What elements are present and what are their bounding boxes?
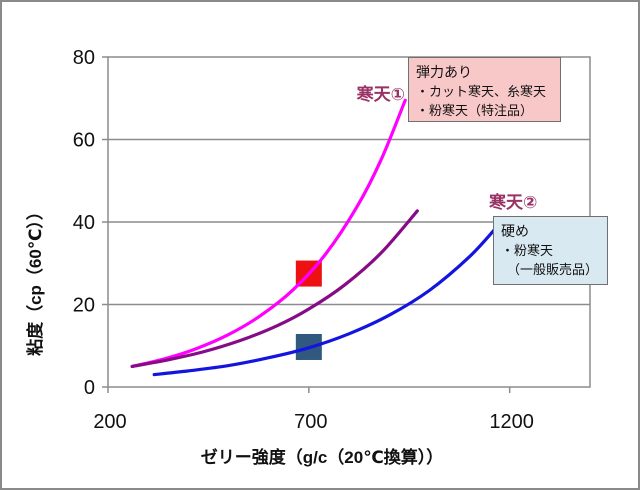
annotation-hard-line2: （一般販売品） xyxy=(507,262,599,277)
series-curve-kanten-1 xyxy=(130,98,407,368)
series-label-kanten2: 寒天② xyxy=(489,193,538,212)
annotation-box-hard: 硬め ・粉寒天 （一般販売品） xyxy=(493,216,608,285)
series-label-kanten1: 寒天① xyxy=(356,85,405,104)
x-tick-label-1200: 1200 xyxy=(489,411,534,433)
series-curve-kanten-intermediate xyxy=(130,209,419,368)
annotation-box-elastic: 弾力あり ・カット寒天、糸寒天 ・粉寒天（特注品） xyxy=(408,57,561,122)
x-tick-label-200: 200 xyxy=(93,411,126,433)
y-tick-label-60: 60 xyxy=(73,130,95,152)
annotation-hard-line1: ・粉寒天 xyxy=(501,243,554,258)
y-axis-title: 粘度（cp（60℃）） xyxy=(25,203,45,356)
y-tick-label-40: 40 xyxy=(73,212,95,234)
series-curve-kanten-2 xyxy=(152,224,500,377)
x-tick-label-700: 700 xyxy=(294,411,327,433)
x-axis-title: ゼリー強度（g/c（20℃換算）） xyxy=(200,448,444,467)
y-tick-label-80: 80 xyxy=(73,47,95,69)
annotation-elastic-line1: ・カット寒天、糸寒天 xyxy=(416,84,547,99)
annotation-hard-title: 硬め xyxy=(501,223,529,239)
y-tick-label-0: 0 xyxy=(84,377,95,399)
annotation-elastic-title: 弾力あり xyxy=(416,64,472,80)
y-tick-label-20: 20 xyxy=(73,295,95,317)
annotation-elastic-line2: ・粉寒天（特注品） xyxy=(416,103,534,118)
y-axis-title-wrap: 粘度（cp（60℃）） xyxy=(8,152,58,407)
